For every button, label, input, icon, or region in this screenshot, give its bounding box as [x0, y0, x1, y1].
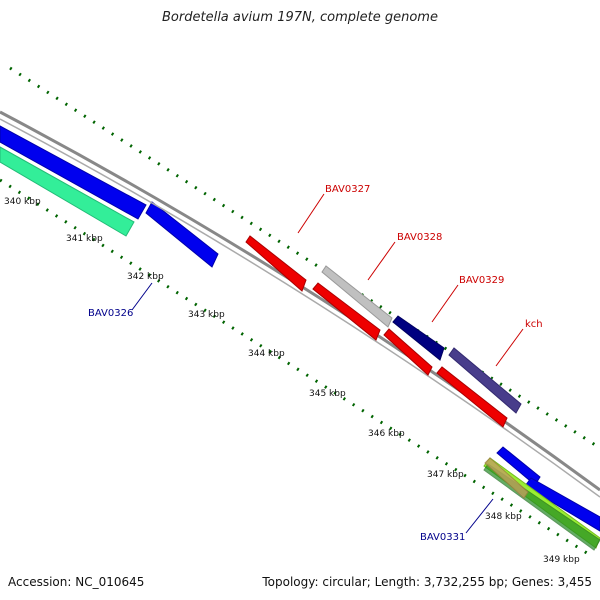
leader-bav0331	[465, 498, 494, 534]
red-gene-bav0327	[245, 235, 307, 292]
tick-label-346: 346 kbp	[368, 429, 405, 439]
leader-bav0326	[131, 282, 153, 311]
gene-label-kch: kch	[525, 319, 543, 330]
blue-feature-left-1	[0, 125, 147, 220]
genome-backbone-inner	[0, 118, 600, 498]
leader-bav0328	[367, 241, 396, 281]
outer-tick-track	[9, 66, 600, 450]
leader-kch	[495, 328, 524, 367]
navy-gene-bav0329	[392, 315, 445, 361]
red-gene-4	[436, 366, 508, 428]
tick-label-341: 341 kbp	[66, 234, 103, 244]
leader-bav0327	[297, 193, 325, 234]
tick-label-347: 347 kbp	[427, 470, 464, 480]
map-title: Bordetella avium 197N, complete genome	[162, 10, 438, 25]
grey-gene-bav0328	[321, 265, 393, 328]
genome-summary: Topology: circular; Length: 3,732,255 bp…	[262, 575, 592, 589]
blue-feature-left-2	[145, 201, 219, 268]
tick-label-340: 340 kbp	[4, 197, 41, 207]
tick-label-349: 349 kbp	[543, 555, 580, 565]
gene-label-bav0326: BAV0326	[88, 308, 133, 319]
gene-label-bav0327: BAV0327	[325, 184, 370, 195]
tick-label-343: 343 kbp	[188, 310, 225, 320]
gene-label-bav0328: BAV0328	[397, 232, 442, 243]
olive-feature-small	[484, 457, 529, 499]
gene-label-bav0329: BAV0329	[459, 275, 504, 286]
accession-label: Accession: NC_010645	[8, 575, 145, 589]
slate-gene-kch	[448, 347, 522, 414]
tick-label-344: 344 kbp	[248, 349, 285, 359]
red-gene-2	[312, 282, 381, 341]
blue-feature-right-2	[524, 477, 600, 532]
gene-label-bav0331: BAV0331	[420, 532, 465, 543]
tick-label-342: 342 kbp	[127, 272, 164, 282]
aquamarine-feature	[0, 146, 135, 237]
leader-bav0329	[431, 284, 459, 323]
tick-label-348: 348 kbp	[485, 512, 522, 522]
tick-label-345: 345 kbp	[309, 389, 346, 399]
red-gene-3	[383, 328, 433, 376]
blue-feature-right-1	[496, 446, 541, 486]
